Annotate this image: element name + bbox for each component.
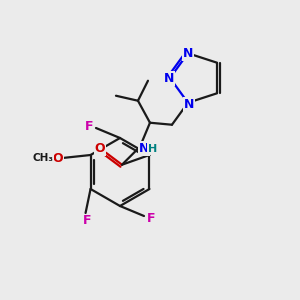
Text: F: F <box>85 119 93 133</box>
Text: H: H <box>148 144 158 154</box>
Text: O: O <box>52 152 63 164</box>
Text: N: N <box>139 142 149 155</box>
Text: N: N <box>164 71 174 85</box>
Text: F: F <box>83 214 92 227</box>
Text: N: N <box>183 47 193 60</box>
Text: O: O <box>95 142 105 155</box>
Text: CH₃: CH₃ <box>32 153 53 163</box>
Text: N: N <box>184 98 194 111</box>
Text: F: F <box>147 212 155 224</box>
